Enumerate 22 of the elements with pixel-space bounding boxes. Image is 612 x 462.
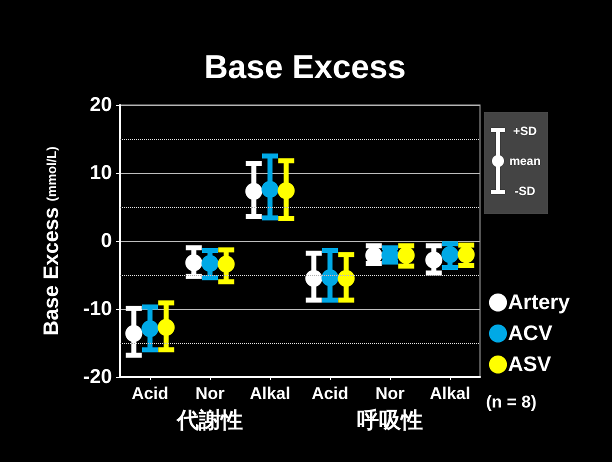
y-tick-label: 10 bbox=[90, 162, 112, 184]
x-tick-label: Nor bbox=[375, 384, 406, 403]
legend-label: Artery bbox=[508, 291, 570, 314]
legend-label: ASV bbox=[508, 353, 552, 376]
legend-label: ACV bbox=[508, 322, 552, 345]
text: 代謝性 bbox=[176, 408, 243, 432]
y-tick-label: 0 bbox=[100, 230, 112, 252]
text: -SD bbox=[514, 184, 536, 198]
text: 呼吸性 bbox=[357, 408, 423, 432]
text: (n = 8) bbox=[486, 392, 537, 412]
text: +SD bbox=[513, 124, 538, 138]
x-tick-label: Acid bbox=[132, 384, 168, 403]
y-tick-label: -10 bbox=[83, 298, 112, 320]
x-tick-label: Nor bbox=[195, 384, 226, 403]
text: mean bbox=[509, 154, 541, 168]
x-tick-label: Acid bbox=[312, 384, 348, 403]
y-axis-title: Base Excess (mmol/L) bbox=[40, 146, 63, 336]
x-tick-label: Alkal bbox=[430, 384, 470, 403]
chart-title: Base Excess bbox=[204, 48, 406, 85]
y-tick-label: -20 bbox=[83, 366, 112, 388]
x-tick-label: Alkal bbox=[250, 384, 290, 403]
y-tick-label: 20 bbox=[90, 94, 112, 116]
